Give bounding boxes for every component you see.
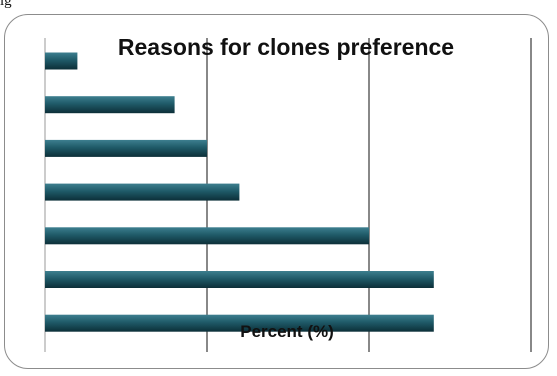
bar-4 (45, 183, 240, 201)
chart-title: Reasons for clones preference (118, 34, 454, 60)
x-axis-label: Percent (%) (240, 322, 334, 341)
bar-6 (45, 271, 434, 288)
bar-3 (45, 139, 207, 157)
bar-5 (45, 227, 369, 245)
top-caption: ig (0, 0, 15, 11)
bar-1 (45, 52, 78, 70)
bar-7 (45, 314, 434, 332)
bar-2 (45, 96, 175, 114)
